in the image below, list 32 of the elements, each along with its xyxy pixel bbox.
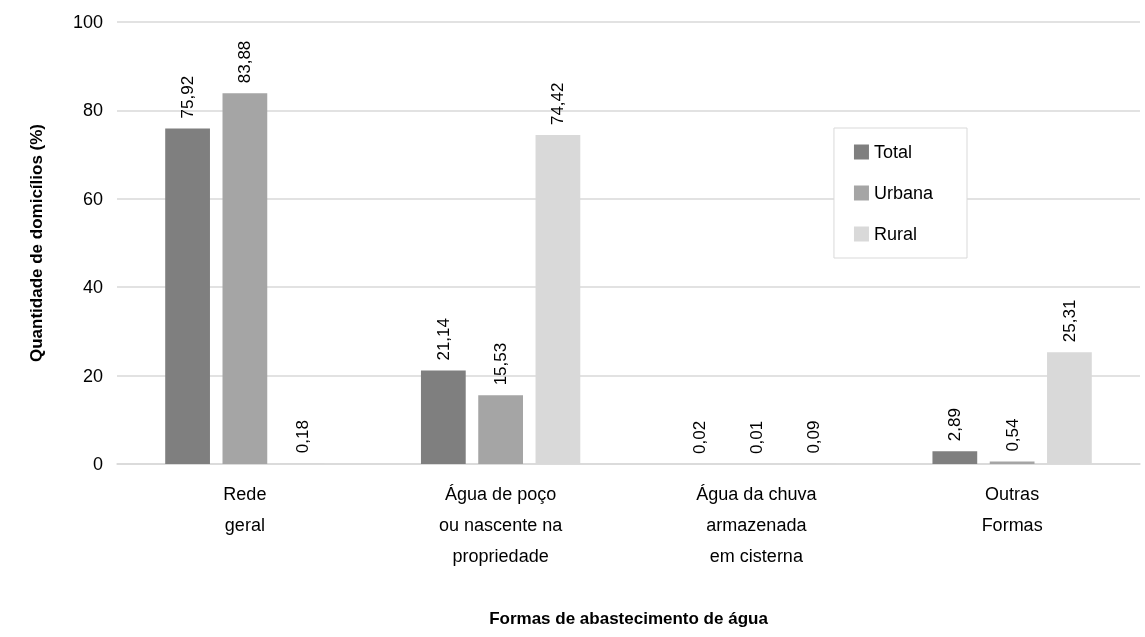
y-tick-label: 60	[82, 188, 103, 209]
x-tick-label: Rede geral	[223, 483, 267, 535]
x-tick-label: Água de poço ou nascente na propriedade	[439, 483, 564, 566]
data-label: 83,88	[235, 40, 255, 84]
legend-label: Rural	[873, 224, 917, 244]
y-tick-label: 40	[82, 277, 103, 298]
data-label: 0,54	[1002, 418, 1022, 452]
data-label: 15,53	[491, 342, 511, 386]
x-axis-title: Formas de abastecimento de água	[489, 609, 769, 628]
y-tick-label: 80	[82, 100, 103, 121]
data-label: 74,42	[548, 82, 568, 126]
data-label: 21,14	[433, 318, 453, 361]
x-tick-label: Água da chuva armazenada em cisterna	[696, 483, 818, 566]
x-tick-label: Outras Formas	[981, 483, 1043, 535]
bar	[478, 395, 523, 464]
data-label: 25,31	[1059, 299, 1079, 343]
data-label: 75,92	[178, 75, 198, 119]
y-tick-label: 0	[92, 454, 103, 474]
y-tick-label: 20	[82, 365, 103, 386]
legend-label: Total	[873, 142, 912, 162]
bar	[420, 370, 466, 464]
data-label: 0,18	[292, 420, 312, 454]
legend-label: Urbana	[873, 183, 934, 203]
bar	[165, 128, 210, 464]
data-label: 0,02	[689, 420, 709, 454]
data-label: 0,01	[746, 420, 766, 454]
bar	[932, 451, 978, 464]
data-label: 0,09	[804, 420, 824, 454]
y-axis-title: Quantidade de domicílios (%)	[27, 123, 46, 363]
bar	[222, 93, 268, 464]
y-tick-label: 100	[72, 12, 103, 32]
data-label: 2,89	[945, 408, 965, 442]
